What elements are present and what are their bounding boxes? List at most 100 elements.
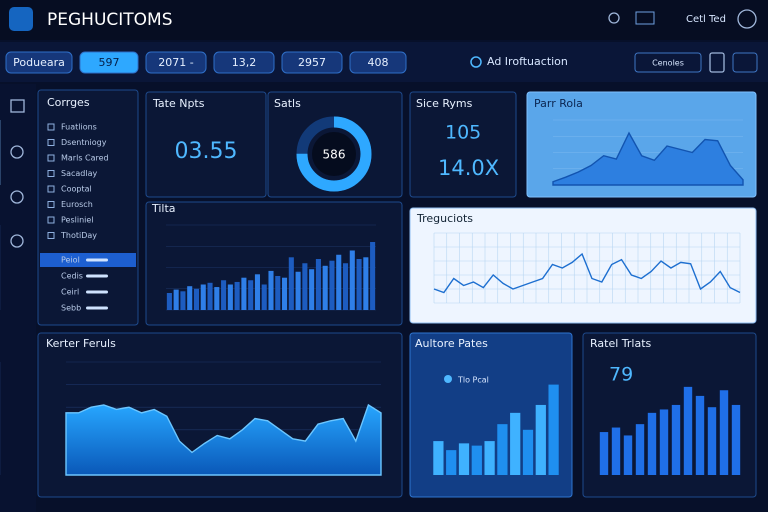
item-icon bbox=[47, 154, 55, 162]
item-icon bbox=[47, 123, 55, 131]
donut-label: 586 bbox=[323, 148, 346, 162]
bar bbox=[731, 404, 741, 475]
tab[interactable] bbox=[281, 51, 343, 74]
tab-label[interactable]: 408 bbox=[368, 56, 389, 69]
help-icon[interactable] bbox=[10, 234, 24, 248]
metric-value: 03.55 bbox=[175, 139, 238, 164]
globe-icon[interactable] bbox=[737, 9, 757, 29]
line bbox=[433, 252, 741, 294]
item-icon bbox=[47, 201, 55, 208]
bar bbox=[671, 404, 681, 475]
bar bbox=[254, 274, 260, 310]
logo[interactable] bbox=[9, 7, 33, 31]
sub-item[interactable]: Ceirl bbox=[61, 288, 79, 297]
bar bbox=[719, 390, 729, 475]
sub-item[interactable]: Sebb bbox=[61, 304, 81, 313]
item-icon bbox=[47, 170, 55, 177]
bar bbox=[683, 386, 693, 475]
category-item[interactable]: Cooptal bbox=[61, 185, 92, 194]
sub-item[interactable]: Peiol bbox=[61, 256, 80, 265]
bar bbox=[268, 270, 274, 310]
top-bar bbox=[0, 0, 768, 40]
button-label[interactable]: Cenoles bbox=[652, 59, 684, 68]
tate-panel bbox=[145, 91, 267, 198]
category-item[interactable]: Dsentniogy bbox=[61, 138, 107, 147]
panel-title: Corrges bbox=[47, 96, 90, 109]
bar bbox=[522, 429, 534, 475]
metric-value: 105 bbox=[445, 122, 481, 144]
home-icon[interactable] bbox=[10, 99, 25, 113]
radio[interactable] bbox=[470, 56, 482, 68]
bar bbox=[535, 404, 546, 475]
panel-title: Tate Npts bbox=[152, 97, 205, 110]
metric-value: 79 bbox=[609, 364, 633, 386]
bar bbox=[322, 265, 328, 310]
doc-icon[interactable] bbox=[709, 52, 725, 73]
tab[interactable] bbox=[79, 51, 139, 74]
bar bbox=[336, 254, 342, 310]
bar bbox=[647, 412, 657, 475]
bar bbox=[635, 424, 645, 475]
bar bbox=[261, 284, 267, 310]
donut-arc bbox=[296, 116, 372, 192]
bar bbox=[471, 445, 482, 475]
bar bbox=[302, 263, 308, 310]
sub-item-bar bbox=[86, 290, 108, 294]
bar bbox=[370, 242, 376, 310]
bar bbox=[315, 259, 321, 310]
nav-button[interactable] bbox=[732, 52, 758, 73]
category-item[interactable]: Pesliniel bbox=[61, 216, 94, 225]
bar bbox=[329, 260, 335, 310]
panel-title: Treguciots bbox=[416, 212, 473, 225]
category-item[interactable]: ThotiDay bbox=[60, 231, 97, 240]
bar bbox=[611, 427, 621, 475]
category-item[interactable]: Fuatlions bbox=[61, 123, 97, 132]
user-name[interactable]: Cetl Ted bbox=[686, 14, 726, 25]
settings-icon[interactable] bbox=[10, 145, 24, 159]
sub-item-bar bbox=[86, 258, 108, 262]
tab-label[interactable]: 2071 - bbox=[158, 56, 193, 69]
tab[interactable] bbox=[5, 51, 73, 74]
button[interactable] bbox=[634, 52, 702, 73]
bar bbox=[200, 284, 206, 310]
sub-item[interactable]: Cedis bbox=[61, 272, 83, 281]
bar bbox=[180, 291, 186, 310]
panel-title: Satls bbox=[274, 97, 301, 110]
sub-item-bar bbox=[86, 274, 108, 278]
bar bbox=[623, 435, 633, 475]
tab-label[interactable]: 2957 bbox=[298, 56, 326, 69]
bar bbox=[458, 443, 470, 475]
category-item[interactable]: Sacadlay bbox=[61, 169, 97, 178]
category-item[interactable]: Eurosch bbox=[61, 200, 93, 209]
radio-label[interactable]: Ad Iroftuaction bbox=[487, 55, 568, 68]
panel-title: Tilta bbox=[151, 202, 176, 215]
chat-icon[interactable] bbox=[10, 190, 24, 204]
tab-label[interactable]: 13,2 bbox=[232, 56, 257, 69]
tab[interactable] bbox=[145, 51, 207, 74]
tab-label[interactable]: Podueara bbox=[13, 56, 65, 69]
donut-hole bbox=[312, 132, 356, 176]
bar bbox=[309, 269, 315, 310]
bar bbox=[659, 409, 669, 475]
bar bbox=[446, 450, 457, 475]
bar bbox=[349, 250, 355, 310]
bar bbox=[234, 281, 240, 310]
sice-panel bbox=[409, 91, 517, 198]
bar bbox=[248, 280, 254, 310]
grid-icon[interactable] bbox=[635, 11, 655, 25]
area bbox=[552, 131, 744, 186]
search-icon[interactable] bbox=[608, 12, 620, 24]
treg-panel bbox=[409, 207, 757, 324]
legend-swatch bbox=[444, 375, 452, 383]
bar bbox=[221, 280, 227, 310]
bar bbox=[173, 289, 179, 310]
category-item[interactable]: Marls Cared bbox=[61, 154, 109, 163]
bar bbox=[695, 395, 705, 475]
sidebar bbox=[0, 84, 36, 512]
tab[interactable] bbox=[213, 51, 275, 74]
tab[interactable] bbox=[349, 51, 407, 74]
item-icon bbox=[47, 232, 55, 239]
bar bbox=[288, 257, 294, 310]
tab-label[interactable]: 597 bbox=[99, 56, 120, 69]
bar bbox=[433, 441, 444, 475]
